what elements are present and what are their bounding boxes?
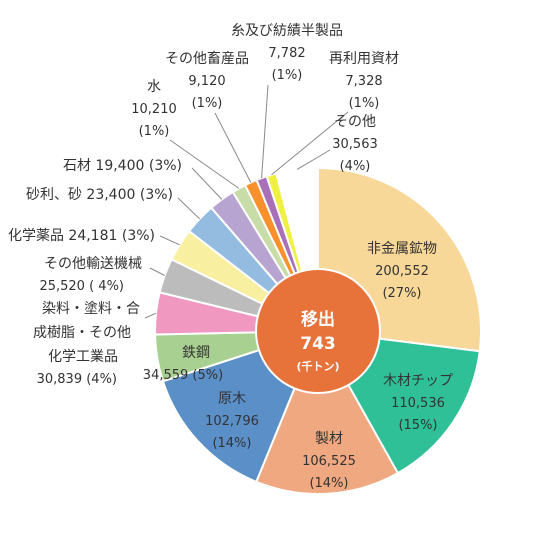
leader-line-8 — [177, 197, 201, 220]
slice-label-value: 200,552 — [375, 264, 429, 279]
leader-line-13 — [271, 111, 349, 176]
slice-label-value: 34,559 (5%) — [143, 368, 223, 383]
slice-label-non-metallic-minerals: 非金属鉱物 200,552 (27%) — [367, 240, 437, 301]
center-label-title: 移出 — [301, 309, 335, 330]
label-line-3: (1%) — [272, 68, 303, 83]
slice-label-percent: (14%) — [309, 476, 348, 491]
slice-label-logs: 原木 102,796 (14%) — [205, 391, 259, 451]
center-label-value: 743 — [300, 334, 336, 354]
label-other-transport-machinery: その他輸送機械 25,520 ( 4%) — [39, 256, 142, 294]
label-line-1: 石材 19,400 (3%) — [63, 158, 182, 174]
label-yarn-semi-finished: 糸及び紡績半製品 7,782 (1%) — [231, 23, 343, 83]
label-line-1: 糸及び紡績半製品 — [231, 23, 343, 39]
slice-label-value: 106,525 — [302, 454, 356, 469]
label-line-2: 30,563 — [332, 137, 378, 152]
slice-label-lumber: 製材 106,525 (14%) — [302, 431, 356, 491]
leader-line-5 — [144, 312, 157, 319]
label-other-livestock-products: その他畜産品 9,120 (1%) — [165, 51, 249, 111]
label-line-3: 化学工業品 — [48, 349, 118, 365]
slice-label-name: 木材チップ — [383, 373, 453, 389]
label-line-1: 染料・塗料・合 — [42, 300, 140, 317]
label-line-1: 化学薬品 24,181 (3%) — [8, 228, 155, 244]
label-chemicals: 化学薬品 24,181 (3%) — [8, 228, 155, 244]
label-line-3: (1%) — [139, 124, 170, 139]
slice-label-percent: (27%) — [382, 286, 421, 301]
slice-label-name: 原木 — [218, 391, 246, 407]
slice-label-name: 鉄鋼 — [182, 345, 210, 361]
center-label-unit: (千トン) — [296, 359, 339, 373]
label-line-1: 水 — [147, 79, 161, 95]
label-other: その他 30,563 (4%) — [332, 114, 378, 174]
label-line-3: (1%) — [349, 96, 380, 111]
label-line-1: 再利用資材 — [329, 51, 399, 67]
slice-label-value: 110,536 — [391, 396, 445, 411]
leader-line-7 — [159, 235, 180, 246]
label-line-2: 成樹脂・その他 — [33, 325, 131, 341]
leader-line-6 — [149, 267, 165, 276]
label-chemical-industry-products: 染料・塗料・合 成樹脂・その他 化学工業品 30,839 (4%) — [33, 300, 140, 387]
leader-lines — [144, 84, 349, 319]
label-line-2: 9,120 — [188, 74, 225, 89]
slice-label-name: 製材 — [315, 431, 343, 447]
label-water: 水 10,210 (1%) — [131, 79, 177, 139]
label-line-2: 7,782 — [268, 46, 305, 61]
label-line-4: 30,839 (4%) — [37, 372, 117, 387]
leader-line-12 — [261, 84, 269, 179]
label-gravel-sand: 砂利、砂 23,400 (3%) — [26, 187, 173, 203]
label-stone: 石材 19,400 (3%) — [63, 158, 182, 174]
label-line-2: 25,520 ( 4%) — [39, 279, 124, 294]
slice-label-steel: 鉄鋼 34,559 (5%) — [143, 345, 223, 383]
leader-line-14 — [296, 149, 331, 170]
slice-label-percent: (15%) — [398, 418, 437, 433]
slice-label-name: 非金属鉱物 — [367, 240, 437, 257]
leader-line-11 — [214, 112, 252, 183]
label-line-3: (4%) — [340, 159, 371, 174]
center-hole — [255, 268, 381, 394]
label-line-1: その他畜産品 — [165, 51, 249, 67]
label-line-3: (1%) — [192, 96, 223, 111]
slice-label-wood-chips: 木材チップ 110,536 (15%) — [383, 373, 453, 433]
slice-label-value: 102,796 — [205, 414, 259, 429]
label-line-1: その他輸送機械 — [44, 256, 142, 272]
label-line-2: 10,210 — [131, 102, 177, 117]
pie-slice-2 — [254, 328, 400, 495]
slice-label-percent: (14%) — [212, 436, 251, 451]
leader-line-10 — [169, 139, 240, 189]
label-line-1: 砂利、砂 23,400 (3%) — [26, 187, 173, 203]
label-line-2: 7,328 — [345, 74, 382, 89]
label-recycled-materials: 再利用資材 7,328 (1%) — [329, 51, 399, 111]
label-line-1: その他 — [334, 114, 376, 130]
leader-line-9 — [191, 167, 223, 200]
